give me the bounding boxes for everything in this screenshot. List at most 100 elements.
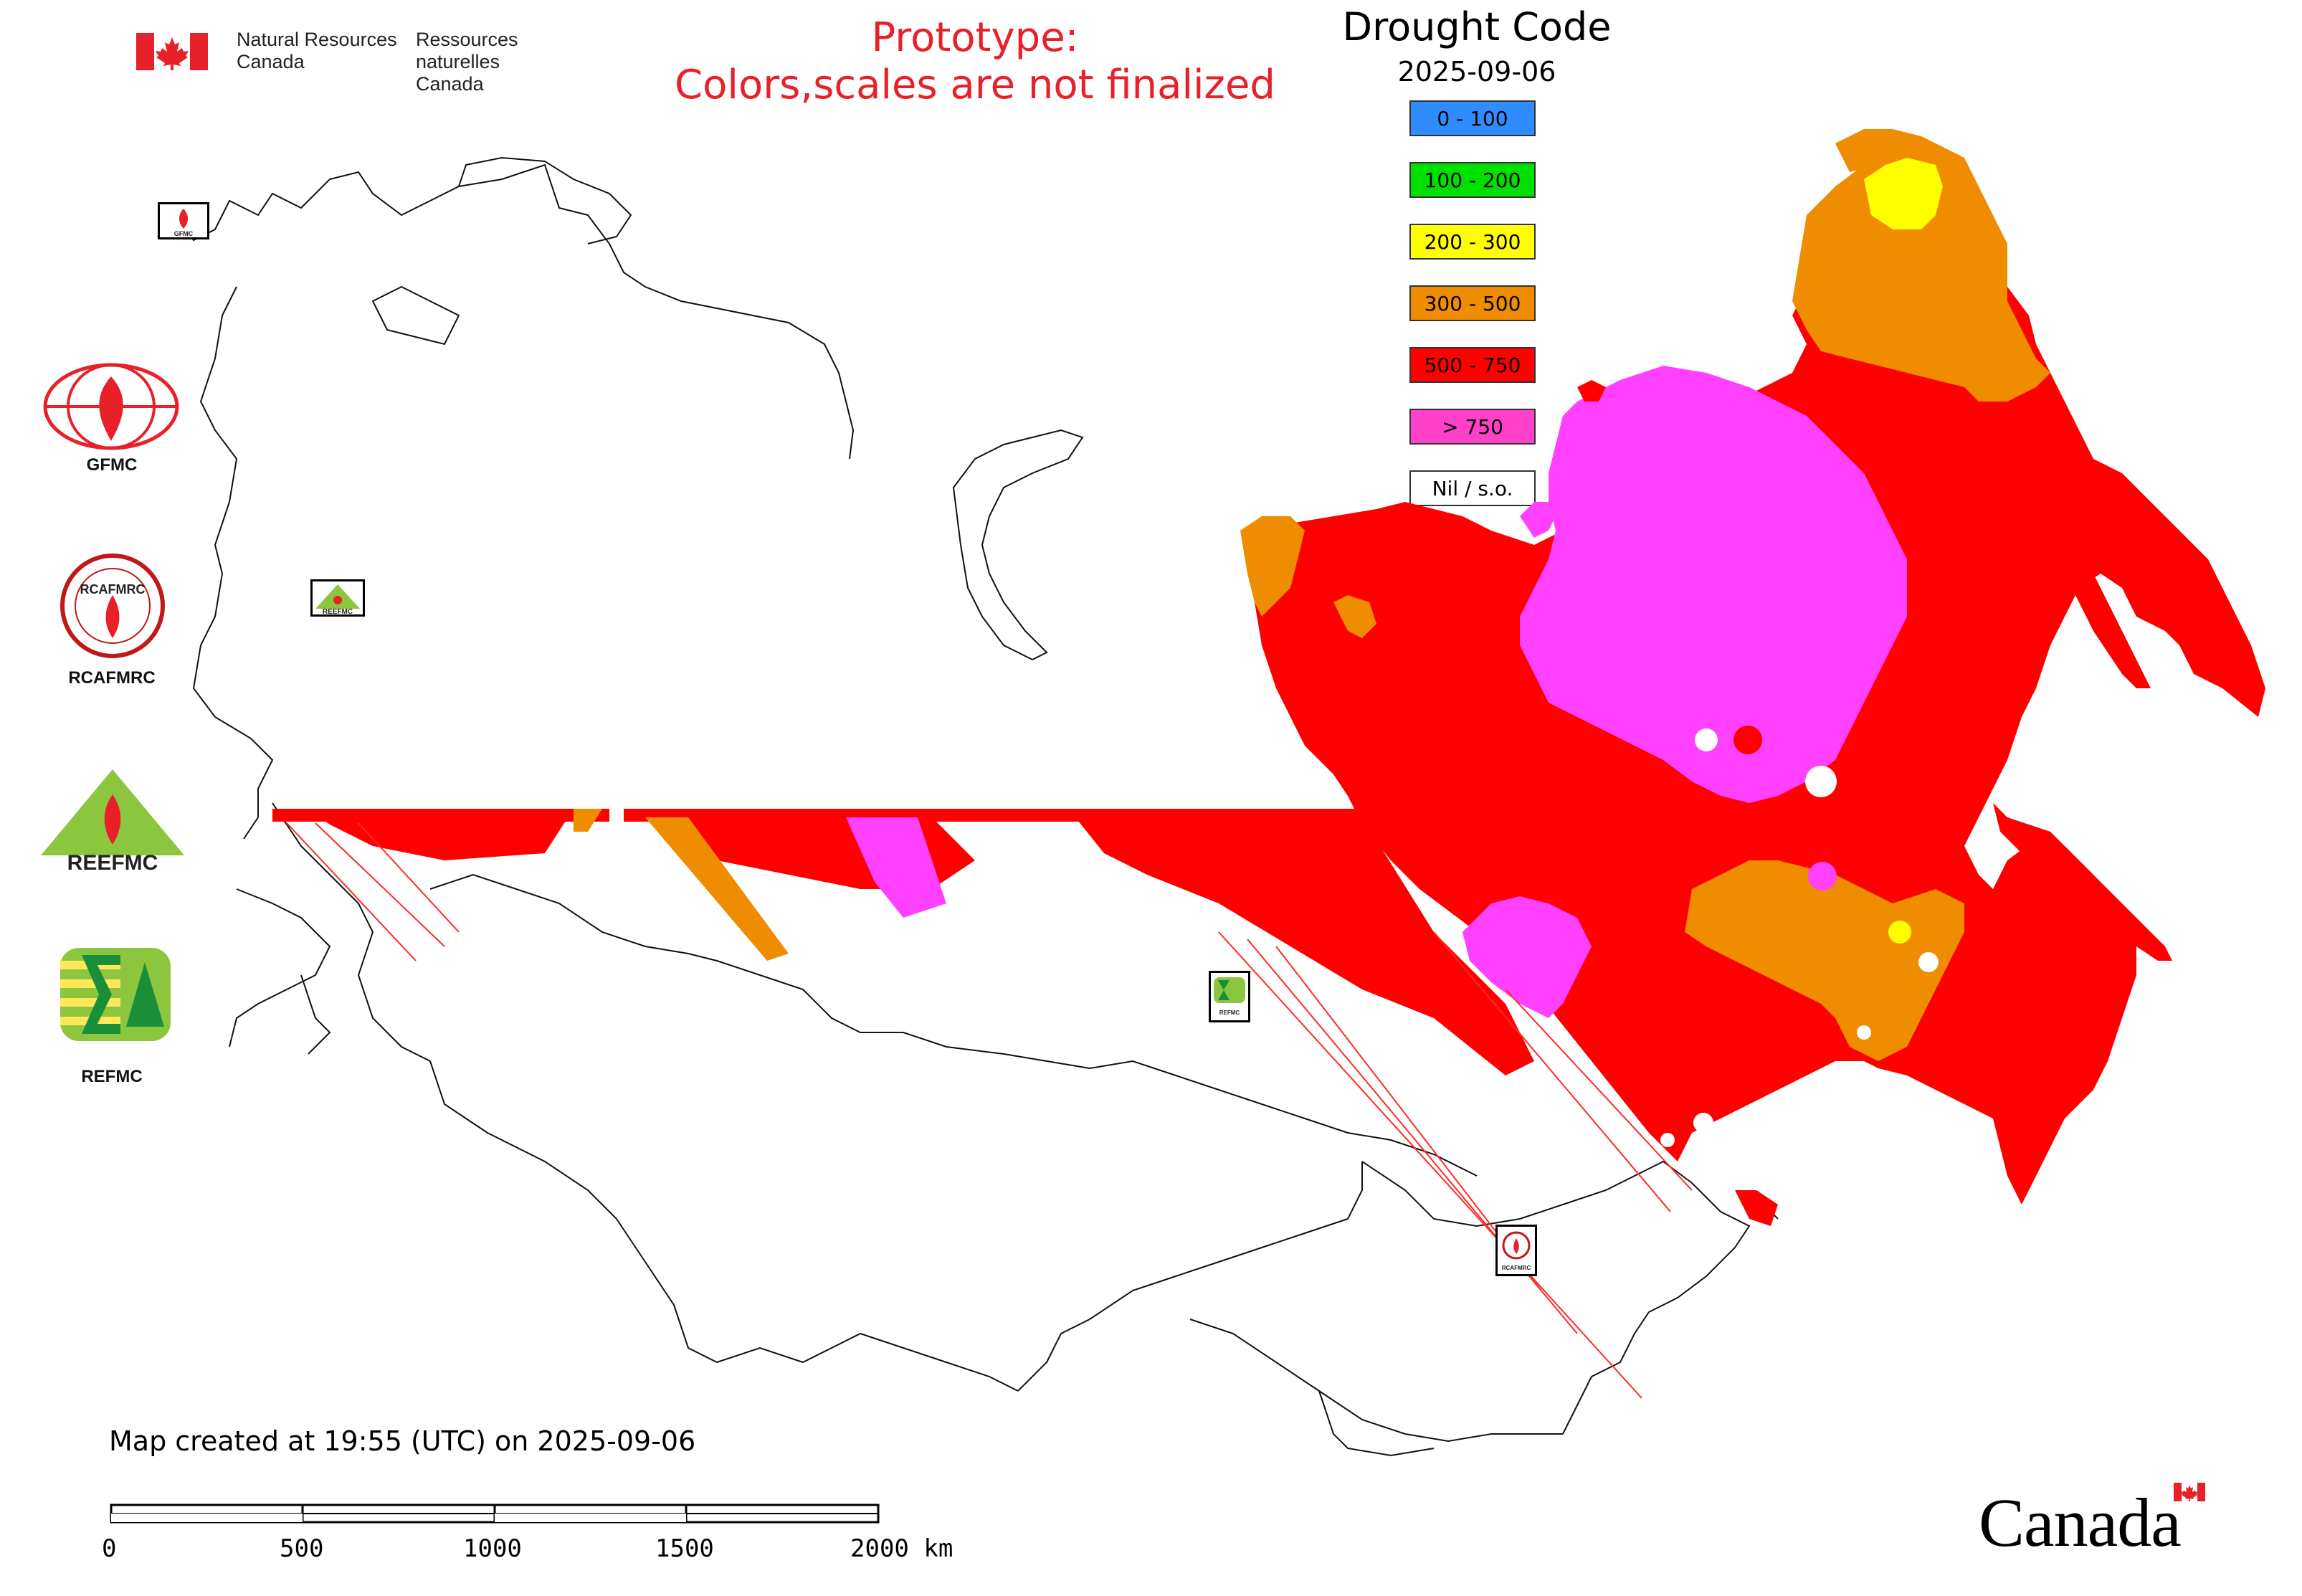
- fill-very-high-svalbard: [1577, 380, 1606, 402]
- outline-ukraine-south: [300, 974, 331, 1055]
- legend-class-label: > 750: [1442, 414, 1503, 439]
- scale-label-1000: 1000: [463, 1534, 522, 1563]
- outline-ukraine: [229, 888, 331, 1048]
- fill-extreme-west-siberia: [1462, 896, 1592, 1018]
- streak-wedge-high: [645, 817, 789, 961]
- prototype-notice: Prototype: Colors,scales are not finaliz…: [645, 14, 1305, 109]
- outline-kazakhstan-south: [429, 1060, 1019, 1392]
- fill-high-patch: [1333, 595, 1376, 638]
- streak-bands: [272, 809, 1693, 1399]
- gfmc-marker-icon: GFMC: [174, 209, 194, 237]
- outline-china-edge: [1318, 1390, 1435, 1457]
- scale-bar: [110, 1504, 880, 1524]
- legend-class-200-300: 200 - 300: [1409, 224, 1536, 260]
- refmc-logo-icon: [60, 948, 171, 1041]
- extra-spots: [1733, 726, 1911, 944]
- map-created-note: Map created at 19:55 (UTC) on 2025-09-06: [109, 1425, 696, 1457]
- streak-gap: [609, 809, 624, 837]
- streak-wedge-extreme: [846, 817, 946, 918]
- legend-date: 2025-09-06: [1397, 56, 1556, 87]
- rcafmrc-marker-icon: RCAFMRC: [1502, 1231, 1531, 1271]
- reefmc-logo-icon: REEFMC: [41, 769, 184, 873]
- canada-flag-icon: [136, 33, 208, 70]
- gfmc-logo-icon: [43, 363, 179, 450]
- legend-class-300-500: 300 - 500: [1409, 285, 1536, 321]
- legend-class-label: 300 - 500: [1424, 291, 1521, 315]
- extreme-spot: [1808, 862, 1837, 890]
- dept-en-line1: Natural Resources: [237, 29, 397, 50]
- scale-label-2000km: 2000 km: [850, 1534, 953, 1563]
- drought-fill-regions: [1240, 129, 2265, 1226]
- fill-very-high-kamchatka: [1993, 416, 2151, 688]
- map-marker-reefmc: REEFMC: [310, 579, 365, 617]
- outline-northwest: [157, 163, 855, 460]
- nrcan-signature: Natural Resources Canada Ressources natu…: [136, 29, 602, 95]
- very-high-spot: [1733, 726, 1762, 754]
- refmc-marker-icon: REFMC: [1214, 977, 1245, 1016]
- dept-en-line2: Canada: [237, 51, 305, 72]
- canada-wordmark: Canada: [1979, 1483, 2222, 1562]
- scale-label-500: 500: [280, 1534, 324, 1563]
- nil-spot: [1695, 728, 1718, 751]
- canada-wordmark-text: Canada: [1979, 1484, 2182, 1561]
- fill-high-yamal: [1240, 516, 1305, 617]
- nil-spot: [1805, 766, 1837, 797]
- legend-class-100-200: 100 - 200: [1409, 162, 1536, 198]
- legend-class-0-100: 0 - 100: [1409, 100, 1536, 136]
- fill-extreme-yakutia: [1520, 366, 1907, 803]
- streak-wedge-high-2: [574, 809, 602, 832]
- dept-fr-line1: Ressources naturelles: [416, 29, 518, 72]
- moderate-spot: [1888, 921, 1911, 944]
- scale-label-0: 0: [102, 1534, 117, 1563]
- map-marker-gfmc-text: GFMC: [174, 230, 194, 237]
- nil-spots: [1660, 728, 2088, 1147]
- legend-class-label: Nil / s.o.: [1432, 476, 1513, 500]
- legend-title: Drought Code: [1342, 4, 1612, 49]
- canada-wordmark-flag-icon: [2174, 1483, 2205, 1501]
- outline-central-asia: [1017, 1162, 1363, 1392]
- rcafmrc-label: RCAFMRC: [68, 668, 156, 688]
- map-marker-refmc: REFMC: [1209, 971, 1250, 1022]
- legend-class-gt-750: > 750: [1409, 409, 1536, 445]
- outline-west-interior: [192, 573, 274, 840]
- reefmc-marker-icon: REEFMC: [315, 584, 360, 616]
- nil-spot: [1660, 1133, 1675, 1147]
- nil-spot: [1693, 1113, 1713, 1133]
- outline-white-sea: [371, 285, 460, 346]
- outline-mongolia-south: [1189, 1319, 1563, 1443]
- outline-caspian-region: [272, 802, 431, 1062]
- rcafmrc-logo-text: RCAFMRC: [80, 582, 146, 597]
- streak-wedge-red: [308, 809, 574, 860]
- legend-class-500-750: 500 - 750: [1409, 347, 1536, 383]
- prototype-line2: Colors,scales are not finalized: [675, 62, 1275, 108]
- streak-wedge-red-3: [1075, 817, 1534, 1075]
- fill-moderate-chukotka: [1864, 158, 1943, 229]
- fill-high-northeast: [1792, 143, 2050, 402]
- map-marker-gfmc: GFMC: [158, 202, 209, 239]
- fill-very-high-sakhalin-south: [1735, 1190, 1778, 1226]
- outline-kola: [458, 156, 632, 244]
- legend-class-label: 0 - 100: [1437, 106, 1508, 130]
- fill-very-high-sakhalin: [1993, 803, 2172, 961]
- legend-class-label: 100 - 200: [1424, 168, 1521, 192]
- legend-class-label: 200 - 300: [1424, 229, 1521, 254]
- legend-class-nil: Nil / s.o.: [1409, 470, 1536, 506]
- reefmc-logo-text: REEFMC: [67, 851, 158, 873]
- map-marker-rcafmrc: RCAFMRC: [1495, 1225, 1537, 1276]
- prototype-line1: Prototype:: [871, 14, 1079, 61]
- outline-baltic: [199, 286, 238, 574]
- map-marker-refmc-text: REFMC: [1219, 1010, 1240, 1016]
- dept-fr-line2: Canada: [416, 73, 484, 95]
- nil-spot: [2070, 1117, 2088, 1134]
- outline-mongolia: [1361, 1160, 1751, 1435]
- legend-class-label: 500 - 750: [1424, 353, 1521, 377]
- map-marker-rcafmrc-text: RCAFMRC: [1502, 1265, 1531, 1271]
- outline-kazakhstan-north: [429, 873, 1478, 1177]
- outline-novaya-zemlya: [952, 429, 1084, 661]
- nil-spot: [1857, 1025, 1871, 1040]
- scale-label-1500: 1500: [655, 1534, 714, 1563]
- gfmc-label: GFMC: [86, 455, 138, 475]
- map-marker-reefmc-text: REEFMC: [323, 608, 353, 614]
- nil-spot: [1918, 952, 1939, 972]
